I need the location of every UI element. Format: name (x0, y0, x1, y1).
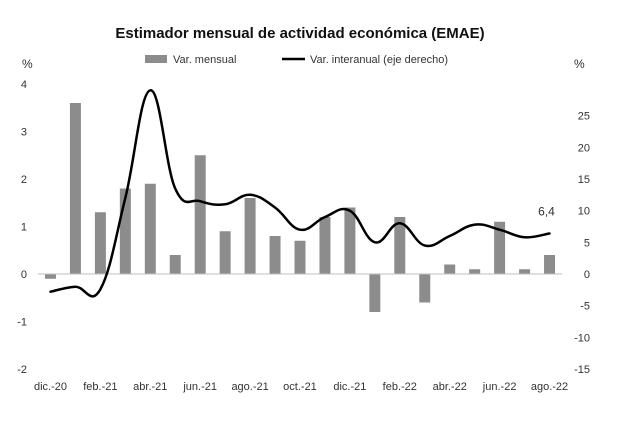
x-tick-label: jun.-21 (182, 381, 217, 393)
right-axis-ticks: 25 20 15 10 5 0 -5 -10 -15 (574, 111, 590, 376)
left-axis-ticks: 4 3 2 1 0 -1 -2 (17, 79, 27, 376)
left-tick-label: 2 (21, 174, 27, 186)
bar-oct.-21 (294, 240, 306, 274)
x-tick-label: ago.-21 (231, 381, 268, 393)
bar-may.-21 (169, 255, 181, 274)
left-tick-label: -1 (17, 317, 27, 329)
line-series-var-interanual (49, 89, 551, 298)
legend-line-label: Var. interanual (eje derecho) (310, 54, 448, 66)
bar-jun.-22 (494, 221, 506, 274)
right-tick-label: -10 (574, 332, 590, 344)
bar-nov.-21 (319, 217, 331, 274)
bar-ene.-22 (369, 274, 381, 312)
x-tick-label: jun.-22 (482, 381, 517, 393)
x-tick-label: abr.-21 (133, 381, 167, 393)
bar-mar.-22 (419, 274, 431, 303)
last-value-label: 6,4 (538, 204, 555, 218)
bar-dic.-20 (44, 274, 56, 279)
left-tick-label: 1 (21, 222, 27, 234)
bar-jun.-21 (194, 155, 206, 274)
bar-feb.-22 (394, 217, 406, 274)
legend-bar-swatch (145, 55, 167, 63)
left-tick-label: 3 (21, 127, 27, 139)
left-tick-label: 0 (21, 269, 27, 281)
x-tick-label: feb.-22 (383, 381, 417, 393)
legend: Var. mensual Var. interanual (eje derech… (145, 54, 448, 66)
left-tick-label: -2 (17, 364, 27, 376)
x-tick-label: ago.-22 (531, 381, 568, 393)
right-axis-unit: % (574, 57, 585, 71)
bar-ene.-21 (69, 103, 81, 274)
bar-dic.-21 (344, 207, 356, 274)
bar-may.-22 (469, 269, 481, 274)
bar-feb.-21 (94, 212, 106, 274)
bar-series (44, 103, 556, 312)
right-tick-label: 0 (584, 269, 590, 281)
x-tick-label: feb.-21 (83, 381, 117, 393)
bar-jul.-22 (519, 269, 531, 274)
bar-jul.-21 (219, 231, 231, 274)
x-tick-label: dic.-21 (333, 381, 366, 393)
right-tick-label: 10 (578, 206, 590, 218)
chart-title: Estimador mensual de actividad económica… (115, 25, 484, 42)
right-tick-label: 5 (584, 237, 590, 249)
legend-bar-label: Var. mensual (173, 54, 236, 66)
bar-mar.-21 (119, 188, 131, 274)
right-tick-label: 15 (578, 174, 590, 186)
left-tick-label: 4 (21, 79, 27, 91)
right-tick-label: -15 (574, 364, 590, 376)
right-tick-label: -5 (580, 301, 590, 313)
x-tick-label: dic.-20 (34, 381, 67, 393)
bar-ago.-22 (544, 255, 556, 274)
right-tick-label: 25 (578, 111, 590, 123)
left-axis-unit: % (22, 57, 33, 71)
x-axis-labels: dic.-20 feb.-21 abr.-21 jun.-21 ago.-21 oct.-… (34, 381, 568, 393)
right-tick-label: 20 (578, 142, 590, 154)
x-tick-label: oct.-21 (283, 381, 317, 393)
bar-sep.-21 (269, 236, 281, 274)
bar-ago.-21 (244, 198, 256, 274)
x-tick-label: abr.-22 (433, 381, 467, 393)
bar-abr.-22 (444, 264, 456, 274)
bar-abr.-21 (144, 183, 156, 274)
